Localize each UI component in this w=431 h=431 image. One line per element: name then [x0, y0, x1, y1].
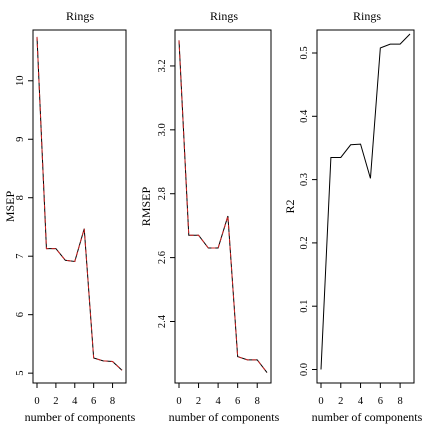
x-tick-label: 4 — [358, 396, 364, 407]
y-tick-label: 2.8 — [157, 187, 168, 200]
y-tick-label: 3.2 — [157, 59, 168, 72]
x-tick-label: 2 — [53, 396, 58, 407]
y-tick-label: 2.6 — [157, 251, 168, 264]
panel-title: Rings — [66, 9, 94, 23]
series-line-dashed — [36, 36, 123, 371]
plot-frame — [32, 29, 127, 384]
x-tick-label: 6 — [378, 396, 383, 407]
x-axis-label: number of components — [169, 410, 280, 424]
x-tick-label: 4 — [215, 396, 221, 407]
panel-title: Rings — [353, 9, 381, 23]
x-tick-label: 2 — [196, 396, 201, 407]
x-axis-label: number of components — [25, 410, 136, 424]
y-tick-label: 3.0 — [157, 123, 168, 136]
y-tick-label: 7 — [15, 254, 26, 259]
y-tick-label: 0.4 — [299, 109, 310, 123]
x-tick-label: 0 — [34, 396, 39, 407]
y-tick-label: 10 — [15, 76, 26, 87]
y-tick-label: 0.1 — [299, 300, 310, 313]
x-tick-label: 8 — [397, 396, 402, 407]
y-tick-label: 0.3 — [299, 173, 310, 186]
y-tick-label: 6 — [15, 312, 26, 317]
x-tick-label: 6 — [91, 396, 96, 407]
x-tick-label: 8 — [110, 396, 115, 407]
x-axis-label: number of components — [312, 410, 423, 424]
series-line-dashed — [178, 40, 268, 373]
y-tick-label: 8 — [15, 195, 26, 200]
series-line-solid — [36, 36, 123, 371]
y-tick-label: 9 — [15, 137, 26, 142]
series-line-solid — [320, 33, 411, 370]
x-tick-label: 8 — [255, 396, 260, 407]
series-line-solid — [178, 40, 268, 373]
y-tick-label: 2.4 — [157, 314, 168, 328]
x-tick-label: 6 — [235, 396, 240, 407]
x-tick-label: 0 — [176, 396, 181, 407]
y-axis-label: RMSEP — [139, 187, 153, 227]
y-axis-label: MSEP — [3, 191, 17, 223]
y-tick-label: 0.0 — [299, 363, 310, 376]
panel-rmsep: Rings 0 2 4 6 8 2.4 2.6 2.8 3.0 3.2 number of compo… — [139, 9, 280, 424]
panel-msep: Rings 0 2 4 6 8 5 6 7 8 9 10 number of components MSE… — [3, 9, 136, 424]
plot-frame — [316, 29, 415, 384]
x-tick-label: 2 — [338, 396, 343, 407]
plot-frame — [174, 29, 272, 384]
y-tick-label: 0.5 — [299, 46, 310, 59]
y-tick-label: 0.2 — [299, 236, 310, 249]
panel-r2: Rings 0 2 4 6 8 0.0 0.1 0.2 0.3 0.4 0.5 number of co… — [283, 9, 423, 424]
x-tick-label: 4 — [72, 396, 78, 407]
y-tick-label: 5 — [15, 371, 26, 376]
y-axis-label: R2 — [283, 199, 297, 213]
x-tick-label: 0 — [318, 396, 323, 407]
panel-title: Rings — [210, 9, 238, 23]
